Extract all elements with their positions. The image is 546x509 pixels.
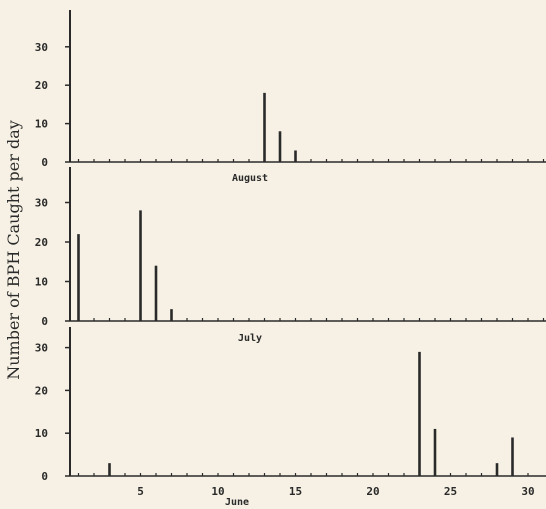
x-tick-label: 30 (521, 485, 534, 498)
panel-july: 0 10 20 30 July (35, 167, 546, 344)
panel-label: August (232, 173, 268, 184)
panel-august: 0 10 20 30 August (35, 10, 546, 184)
x-tick-labels: 5 10 15 20 25 30 (137, 485, 534, 498)
y-tick-label: 0 (41, 470, 48, 483)
panel-june: 0 10 20 30 June (35, 327, 546, 508)
y-tick-label: 30 (35, 41, 48, 54)
y-tick-label: 10 (35, 276, 48, 289)
y-tick-label: 0 (41, 156, 48, 169)
y-tick-label: 20 (35, 79, 48, 92)
y-tick-label: 10 (35, 427, 48, 440)
panel-label: June (225, 497, 249, 508)
y-tick-label: 0 (41, 315, 48, 328)
y-tick-label: 30 (35, 197, 48, 210)
panels: 0 10 20 30 August 0 10 20 30 July 0 10 20 30 June 5 10 15… (35, 10, 546, 508)
y-tick-label: 30 (35, 342, 48, 355)
x-tick-label: 10 (211, 485, 224, 498)
y-tick-label: 20 (35, 384, 48, 397)
panel-label: July (238, 333, 262, 344)
x-tick-label: 20 (366, 485, 379, 498)
y-tick-label: 10 (35, 118, 48, 131)
y-tick-label: 20 (35, 236, 48, 249)
x-tick-label: 25 (444, 485, 457, 498)
y-axis-label: Number of BPH Caught per day (4, 120, 23, 380)
x-tick-label: 5 (137, 485, 144, 498)
x-tick-label: 15 (289, 485, 302, 498)
